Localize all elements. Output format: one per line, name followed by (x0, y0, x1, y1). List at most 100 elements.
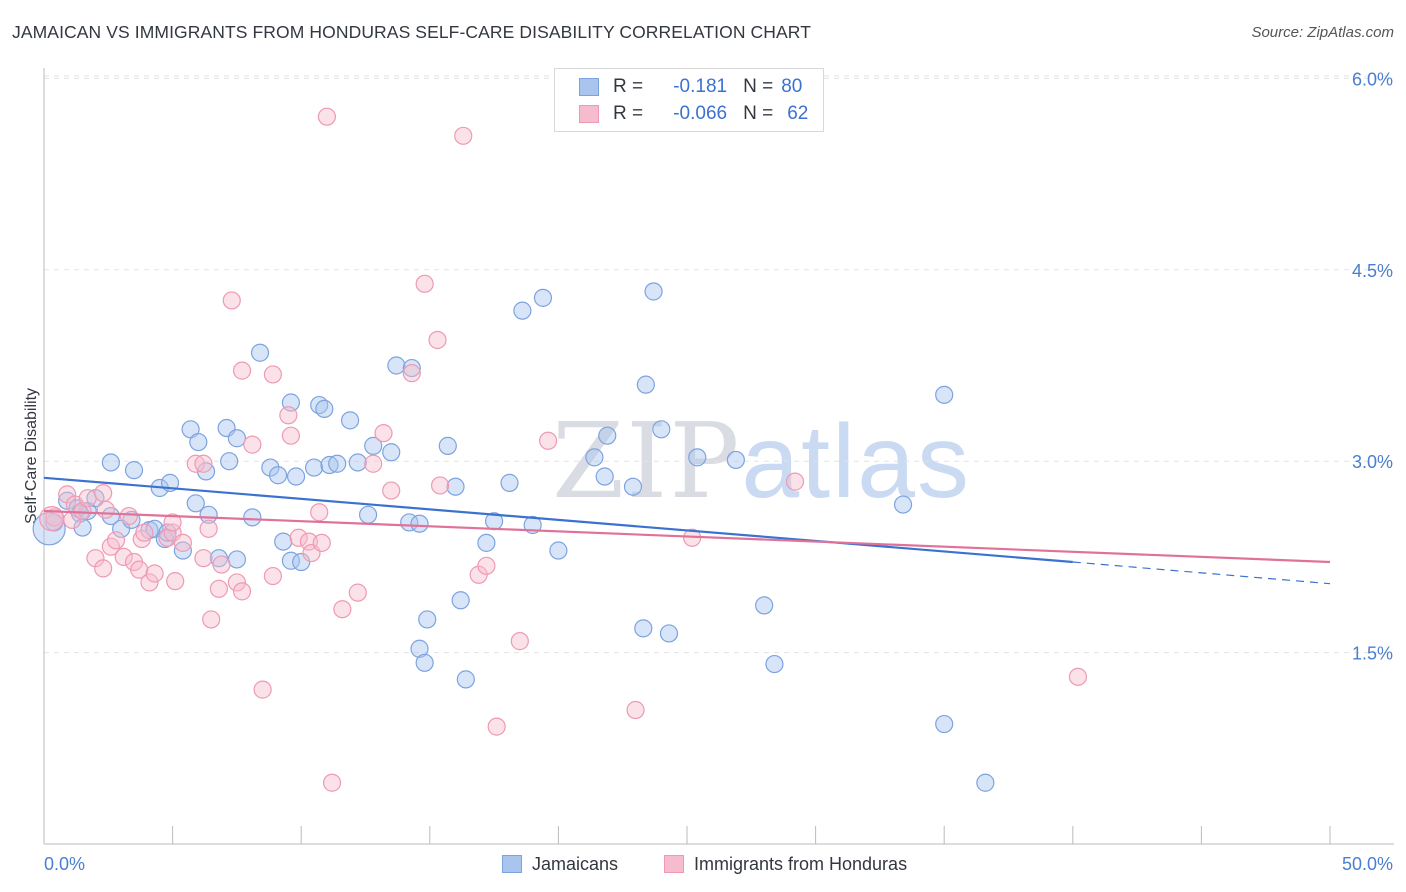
data-point-honduras (135, 523, 154, 542)
data-point-honduras (212, 555, 231, 574)
data-point-honduras (194, 549, 213, 568)
data-point-jamaican (227, 550, 246, 569)
data-point-jamaican (186, 494, 205, 513)
bottom-legend-label: Jamaicans (532, 853, 619, 874)
data-point-jamaican (513, 301, 532, 320)
legend-r-value: -0.181 (673, 76, 728, 97)
data-point-jamaican (935, 385, 954, 404)
data-point-jamaican (315, 399, 334, 418)
data-point-jamaican (348, 453, 367, 472)
trend-line-jamaicans (43, 476, 1073, 564)
data-point-jamaican (261, 458, 280, 477)
data-point-honduras (140, 573, 159, 592)
data-point-honduras (253, 680, 272, 699)
data-point-honduras (119, 506, 138, 526)
data-point-honduras (310, 503, 329, 522)
data-point-honduras (785, 472, 805, 491)
data-point-jamaican (456, 670, 475, 689)
data-point-honduras (94, 559, 113, 578)
legend-row-honduras: R = -0.066 N = 62 (579, 102, 808, 126)
data-point-jamaican (935, 714, 954, 734)
data-point-honduras (299, 532, 319, 551)
x-tick-label: 0.0% (44, 854, 85, 874)
data-point-jamaican (533, 288, 553, 307)
legend-n-value: 80 (781, 76, 803, 97)
bottom-legend-swatch-pink (664, 855, 684, 873)
data-point-jamaican (387, 356, 406, 375)
legend-r-label: R = (613, 76, 644, 97)
data-point-honduras (194, 454, 213, 473)
data-point-jamaican (598, 426, 617, 445)
data-point-jamaican (634, 619, 653, 638)
data-point-jamaican (220, 452, 239, 471)
data-point-honduras (186, 454, 205, 473)
data-point-honduras (96, 500, 115, 519)
legend-r-value: -0.066 (673, 103, 728, 124)
data-point-jamaican (292, 552, 311, 572)
y-axis-label: Self-Care Disability (23, 388, 40, 524)
data-point-honduras (263, 566, 283, 586)
series-honduras (39, 107, 1088, 792)
watermark-atlas: atlas (741, 404, 972, 520)
chart-title: JAMAICAN VS IMMIGRANTS FROM HONDURAS SEL… (12, 22, 811, 42)
data-point-jamaican (446, 477, 465, 496)
data-point-jamaican (500, 473, 519, 492)
data-point-honduras (94, 484, 113, 503)
data-point-honduras (333, 600, 352, 619)
data-point-honduras (487, 717, 506, 736)
data-point-honduras (86, 549, 105, 568)
data-point-jamaican (893, 495, 913, 514)
data-point-jamaican (101, 453, 120, 472)
data-point-jamaican (173, 541, 192, 560)
data-point-jamaican (415, 653, 434, 672)
data-point-honduras (114, 547, 133, 567)
data-point-jamaican (199, 505, 218, 524)
tick-labels: 1.5% 3.0% 4.5% 6.0% 0.0% 50.0% (44, 69, 1393, 874)
data-point-jamaican (659, 624, 679, 643)
data-point-jamaican (340, 411, 360, 430)
data-point-honduras (202, 610, 221, 629)
data-point-honduras (454, 126, 473, 145)
data-point-honduras (232, 361, 252, 380)
data-point-jamaican (250, 343, 270, 362)
data-point-jamaican (358, 505, 378, 524)
data-point-jamaican (243, 508, 262, 527)
data-point-honduras (227, 573, 246, 592)
data-point-honduras (222, 291, 241, 310)
data-point-jamaican (410, 514, 429, 533)
legend-swatch-blue (579, 78, 599, 96)
data-point-jamaican (652, 420, 671, 439)
data-point-jamaican (418, 610, 437, 629)
trend-line-honduras (43, 509, 1331, 564)
data-point-honduras (106, 531, 126, 550)
data-point-jamaican (438, 436, 457, 455)
data-point-jamaican (382, 443, 401, 462)
data-point-jamaican (304, 458, 324, 477)
data-point-honduras (382, 481, 401, 500)
data-point-jamaican (32, 512, 66, 546)
data-point-jamaican (755, 596, 774, 615)
data-point-jamaican (328, 454, 347, 473)
data-point-jamaican (636, 375, 655, 394)
bottom-legend-jamaicans: Jamaicans (502, 852, 618, 876)
data-point-honduras (510, 632, 529, 651)
data-point-honduras (145, 564, 164, 583)
data-point-honduras (58, 485, 77, 504)
trend-line-jamaicans-extension (1072, 561, 1331, 585)
y-tick-label: 4.5% (1352, 261, 1393, 281)
data-point-honduras (232, 582, 252, 601)
data-point-honduras (539, 431, 558, 450)
legend-n-label: N = (743, 103, 774, 124)
series-jamaicans (32, 282, 995, 792)
data-point-honduras (289, 528, 308, 547)
data-point-honduras (322, 773, 342, 792)
bottom-legend-swatch-blue (502, 855, 522, 873)
data-point-honduras (45, 508, 64, 527)
data-point-honduras (166, 572, 185, 591)
data-point-honduras (312, 533, 331, 552)
data-point-honduras (130, 560, 149, 579)
data-point-jamaican (320, 455, 339, 475)
data-point-jamaican (364, 436, 383, 455)
data-point-jamaican (158, 523, 177, 542)
